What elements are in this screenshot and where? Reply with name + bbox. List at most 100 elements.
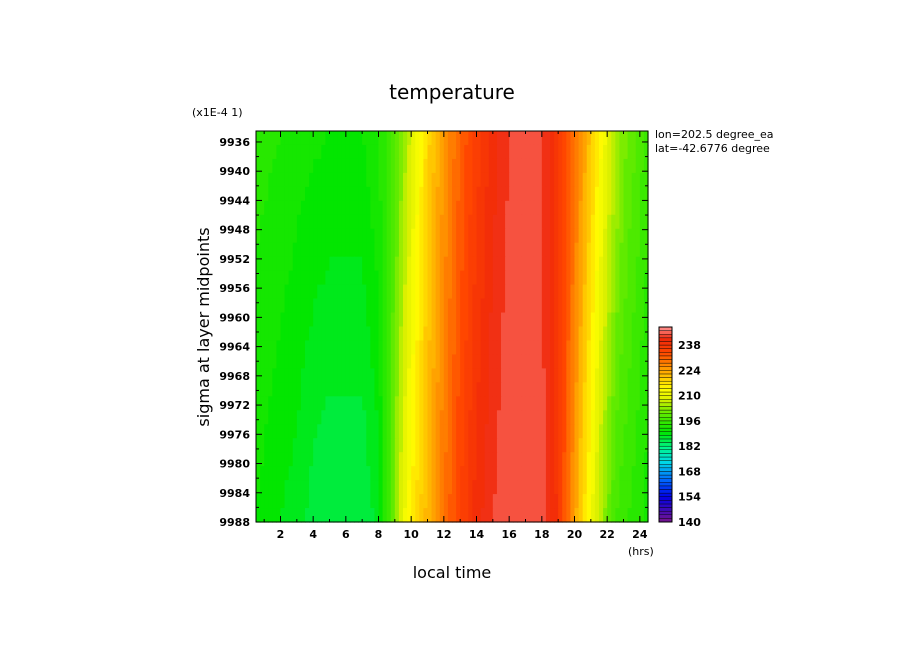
heatmap-cell (435, 284, 441, 300)
x-tick-label: 10 (404, 528, 420, 541)
heatmap-cell (305, 228, 310, 244)
heatmap-cell (627, 368, 633, 383)
heatmap-cell (394, 480, 400, 495)
heatmap-cell (296, 186, 302, 202)
heatmap-cell (268, 298, 273, 314)
heatmap-cell (292, 354, 298, 369)
heatmap-cell (607, 410, 612, 425)
heatmap-cell (431, 298, 437, 314)
heatmap-cell (349, 200, 355, 216)
heatmap-cell (292, 438, 298, 453)
heatmap-cell (358, 396, 363, 411)
heatmap-cell (472, 144, 478, 160)
heatmap-cell (468, 312, 474, 328)
heatmap-cell (492, 396, 498, 411)
heatmap-cell (296, 284, 302, 300)
heatmap-cell (443, 256, 449, 272)
heatmap-cell (631, 368, 637, 383)
heatmap-cell (456, 284, 461, 300)
heatmap-cell (488, 186, 494, 202)
heatmap-cell (407, 438, 412, 453)
heatmap-cell (415, 172, 420, 188)
heatmap-cell (619, 466, 625, 481)
heatmap-cell (411, 131, 416, 146)
heatmap-cell (558, 438, 563, 453)
heatmap-cell (403, 368, 408, 383)
heatmap-cell (586, 228, 592, 244)
heatmap-cell (329, 270, 335, 286)
heatmap-cell (635, 438, 641, 453)
heatmap-cell (599, 326, 604, 342)
heatmap-cell (505, 284, 510, 300)
heatmap-cell (305, 186, 310, 202)
heatmap-cell (403, 186, 408, 202)
heatmap-cell (594, 326, 600, 342)
heatmap-cell (521, 312, 527, 328)
heatmap-cell (574, 214, 580, 230)
heatmap-cell (407, 508, 412, 523)
heatmap-cell (464, 214, 469, 230)
heatmap-cell (627, 284, 633, 300)
heatmap-cell (284, 256, 290, 272)
heatmap-cell (582, 186, 588, 202)
heatmap-cell (550, 438, 555, 453)
heatmap-cell (333, 340, 339, 356)
heatmap-cell (599, 494, 604, 509)
heatmap-cell (627, 452, 633, 467)
heatmap-cell (533, 368, 539, 383)
heatmap-cell (627, 144, 633, 160)
heatmap-cell (525, 410, 531, 425)
heatmap-cell (488, 298, 494, 314)
heatmap-cell (635, 466, 641, 481)
heatmap-cell (537, 452, 543, 467)
heatmap-cell (460, 186, 465, 202)
heatmap-cell (492, 438, 498, 453)
heatmap-cell (317, 186, 322, 202)
heatmap-cell (325, 382, 331, 397)
heatmap-cell (619, 326, 625, 342)
heatmap-cell (517, 214, 523, 230)
heatmap-cell (333, 466, 339, 481)
heatmap-cell (533, 312, 539, 328)
heatmap-cell (545, 382, 551, 397)
heatmap-cell (505, 144, 510, 160)
heatmap-cell (574, 228, 580, 244)
heatmap-cell (398, 340, 404, 356)
heatmap-cell (268, 186, 273, 202)
heatmap-cell (545, 494, 551, 509)
heatmap-cell (309, 354, 314, 369)
heatmap-cell (480, 200, 486, 216)
heatmap-cell (607, 466, 612, 481)
heatmap-cell (366, 242, 371, 258)
heatmap-cell (509, 284, 514, 300)
heatmap-cell (366, 256, 371, 272)
heatmap-cell (456, 186, 461, 202)
heatmap-cell (264, 466, 269, 481)
heatmap-cell (631, 326, 637, 342)
heatmap-cell (550, 410, 555, 425)
colorbar-tick-label: 238 (678, 339, 701, 352)
heatmap-cell (276, 270, 282, 286)
heatmap-cell (292, 256, 298, 272)
heatmap-cell (594, 438, 600, 453)
heatmap-cell (333, 452, 339, 467)
heatmap-cell (431, 438, 437, 453)
heatmap-cell (317, 270, 322, 286)
heatmap-cell (468, 242, 474, 258)
heatmap-cell (280, 452, 286, 467)
heatmap-cell (386, 438, 392, 453)
heatmap-cell (464, 144, 469, 160)
heatmap-cell (578, 494, 584, 509)
colorbar-segment (658, 355, 673, 360)
heatmap-cell (599, 131, 604, 146)
heatmap-cell (635, 144, 641, 160)
heatmap-cell (411, 480, 416, 495)
heatmap-cell (439, 228, 445, 244)
heatmap-cell (390, 508, 396, 523)
heatmap-cell (525, 200, 531, 216)
heatmap-cell (341, 200, 347, 216)
colorbar-segment (658, 352, 673, 357)
heatmap-cell (349, 256, 355, 272)
colorbar-segment (658, 413, 673, 418)
heatmap-cell (484, 131, 490, 146)
